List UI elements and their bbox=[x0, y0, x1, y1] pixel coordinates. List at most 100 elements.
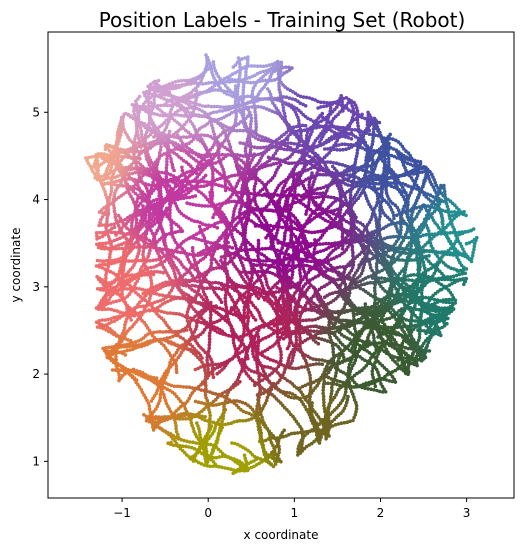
data-point bbox=[301, 95, 306, 99]
data-point bbox=[297, 118, 301, 123]
data-point bbox=[273, 151, 278, 156]
data-point bbox=[261, 369, 266, 374]
data-point bbox=[406, 184, 411, 188]
data-point bbox=[98, 279, 103, 284]
data-point bbox=[315, 187, 320, 191]
data-point bbox=[241, 141, 245, 146]
data-point bbox=[385, 136, 389, 141]
data-point bbox=[264, 259, 269, 263]
data-point bbox=[313, 230, 317, 234]
data-point bbox=[292, 226, 297, 231]
data-point bbox=[256, 216, 261, 220]
data-point bbox=[243, 221, 248, 225]
data-point bbox=[137, 385, 142, 389]
data-point bbox=[263, 336, 268, 340]
data-point bbox=[146, 401, 151, 405]
data-point bbox=[214, 304, 218, 308]
data-point bbox=[330, 385, 334, 390]
data-point bbox=[418, 264, 422, 269]
data-point bbox=[350, 128, 354, 132]
data-point bbox=[197, 237, 201, 242]
data-point bbox=[268, 357, 273, 362]
data-point bbox=[124, 180, 128, 184]
scatter-points bbox=[84, 53, 479, 476]
data-point bbox=[143, 395, 148, 400]
data-point bbox=[215, 365, 220, 370]
data-point bbox=[436, 202, 441, 207]
data-point bbox=[133, 191, 138, 196]
data-point bbox=[147, 251, 151, 256]
data-point bbox=[168, 205, 172, 209]
data-point bbox=[149, 331, 153, 335]
data-point bbox=[123, 353, 128, 357]
data-point bbox=[351, 178, 356, 182]
data-point bbox=[376, 182, 381, 186]
data-point bbox=[226, 200, 231, 204]
data-point bbox=[169, 226, 174, 230]
data-point bbox=[214, 266, 219, 270]
data-point bbox=[155, 228, 159, 233]
data-point bbox=[349, 389, 354, 394]
data-point bbox=[258, 145, 263, 150]
data-point bbox=[314, 421, 319, 425]
data-point bbox=[181, 135, 186, 139]
data-point bbox=[279, 459, 283, 464]
data-point bbox=[262, 223, 267, 228]
data-point bbox=[199, 133, 204, 137]
data-point bbox=[242, 329, 246, 334]
data-point bbox=[240, 242, 244, 247]
data-point bbox=[359, 283, 364, 287]
data-point bbox=[346, 101, 350, 105]
data-point bbox=[321, 388, 326, 393]
data-point bbox=[367, 132, 372, 136]
data-point bbox=[330, 119, 334, 123]
data-point bbox=[139, 132, 144, 136]
data-point bbox=[288, 88, 293, 93]
data-point bbox=[208, 316, 213, 320]
data-point bbox=[392, 154, 397, 159]
data-point bbox=[193, 194, 198, 198]
data-point bbox=[319, 285, 324, 290]
data-point bbox=[149, 160, 154, 165]
data-point bbox=[270, 258, 275, 263]
data-point bbox=[255, 71, 260, 76]
data-point bbox=[240, 222, 244, 227]
data-point bbox=[167, 129, 172, 134]
data-point bbox=[98, 259, 103, 263]
data-point bbox=[220, 152, 225, 157]
data-point bbox=[389, 153, 394, 158]
data-point bbox=[182, 438, 186, 443]
data-point bbox=[346, 178, 351, 183]
data-point bbox=[282, 428, 287, 433]
data-point bbox=[258, 428, 263, 433]
data-point bbox=[142, 261, 147, 266]
data-point bbox=[104, 258, 109, 263]
data-point bbox=[165, 206, 169, 211]
data-point bbox=[237, 179, 241, 183]
data-point bbox=[152, 234, 157, 238]
data-point bbox=[229, 150, 234, 154]
data-point bbox=[268, 435, 272, 439]
data-point bbox=[105, 146, 110, 151]
data-point bbox=[137, 136, 141, 140]
data-point bbox=[194, 324, 199, 329]
data-point bbox=[289, 395, 294, 400]
data-point bbox=[351, 392, 355, 396]
data-point bbox=[148, 296, 152, 301]
data-point bbox=[336, 277, 340, 282]
data-point bbox=[330, 424, 335, 428]
data-point bbox=[134, 99, 138, 103]
data-point bbox=[113, 215, 118, 219]
data-point bbox=[412, 158, 417, 163]
data-point bbox=[305, 364, 310, 369]
data-point bbox=[398, 156, 402, 161]
data-point bbox=[237, 314, 242, 318]
data-point bbox=[345, 420, 350, 425]
data-point bbox=[302, 128, 307, 132]
data-point bbox=[319, 100, 323, 105]
data-point bbox=[200, 238, 204, 243]
data-point bbox=[321, 391, 326, 396]
data-point bbox=[172, 168, 176, 173]
data-point bbox=[272, 446, 276, 451]
data-point bbox=[185, 201, 189, 205]
